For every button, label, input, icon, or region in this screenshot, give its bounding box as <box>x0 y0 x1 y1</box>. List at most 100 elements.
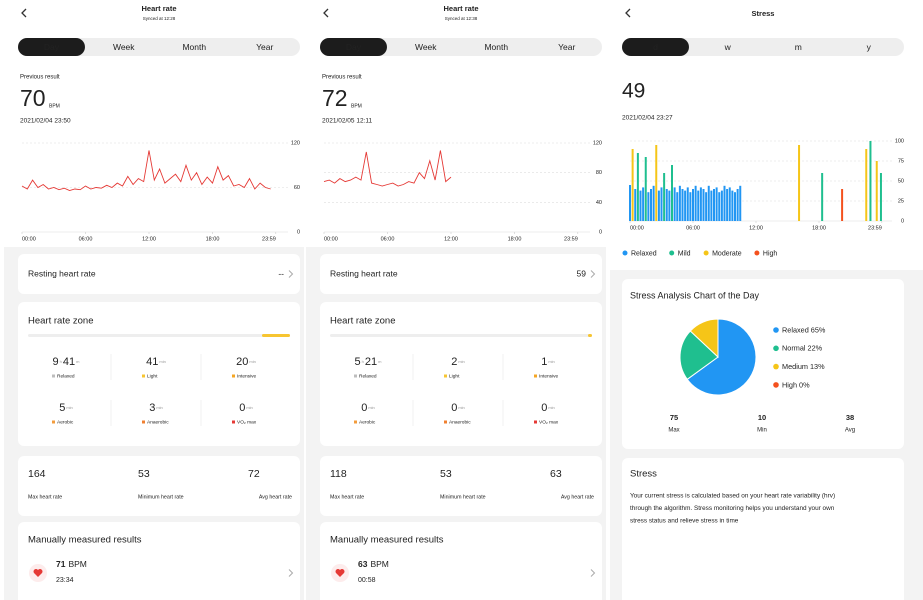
info-text: Your current stress is calculated based … <box>630 493 835 500</box>
back-button[interactable] <box>625 8 631 18</box>
result-label: Previous result <box>322 75 362 81</box>
x-tick-label: 06:00 <box>686 225 700 231</box>
stress-value: 49 <box>622 80 645 103</box>
tab: Day <box>346 42 362 52</box>
timestamp: 2021/02/04 23:50 <box>20 118 71 125</box>
stress-bar <box>678 185 681 221</box>
x-tick-label: 18:00 <box>812 225 826 231</box>
legend-dot <box>703 250 709 256</box>
zone-unit: min <box>548 405 554 410</box>
stress-bar <box>879 173 882 221</box>
zone-value: 1min <box>541 356 555 368</box>
zone-number: 0 <box>451 402 457 414</box>
screen-title: Heart rate <box>443 4 478 13</box>
stat-value: 38 <box>846 413 854 422</box>
manual-number: 63 <box>358 559 368 569</box>
legend-label: Moderate <box>712 250 742 257</box>
x-tick-label: 23:59 <box>564 236 578 242</box>
heart-rate-line <box>21 150 271 191</box>
info-title: Stress <box>630 469 657 480</box>
pie-slice <box>679 330 719 381</box>
stress-bar <box>650 189 652 221</box>
manual-value: 63 BPM <box>358 559 389 569</box>
y-tick-label: 50 <box>898 178 904 184</box>
zone-number: 1 <box>541 356 547 368</box>
back-button[interactable] <box>323 8 329 18</box>
resting-value: 59 <box>577 268 587 278</box>
stat-value: 53 <box>138 468 150 480</box>
zone-number: 41 <box>63 356 75 368</box>
stat-label: Avg heart rate <box>259 494 292 500</box>
stress-bar <box>821 173 824 221</box>
zone-label: Relaxed <box>57 373 75 379</box>
zone-label: Intensive <box>237 373 257 379</box>
stress-bar <box>736 189 739 221</box>
x-tick-label: 00:00 <box>630 225 644 231</box>
zone-label: Aerobic <box>57 419 74 425</box>
chevron <box>288 569 294 577</box>
zone-label: VO₂ max <box>539 419 559 425</box>
pie-legend-label: Medium 13% <box>782 362 825 371</box>
zone-swatch <box>142 374 145 378</box>
zone-number: 0 <box>541 402 547 414</box>
stat-value: 72 <box>248 468 260 480</box>
zone-value: 0min <box>451 402 465 414</box>
card <box>18 254 300 294</box>
manual-time: 00:58 <box>358 577 376 584</box>
timestamp: 2021/02/05 12:11 <box>322 118 373 125</box>
legend-dot <box>773 327 779 333</box>
tab-active <box>622 38 689 56</box>
chevron <box>288 270 294 278</box>
stat-value: 63 <box>550 468 562 480</box>
zone-label: Relaxed <box>359 373 377 379</box>
zone-swatch <box>232 374 235 378</box>
tab-active <box>320 38 387 56</box>
y-tick-label: 60 <box>294 185 300 191</box>
result-value: 70 <box>20 85 46 111</box>
stat-value: 75 <box>670 413 678 422</box>
stat-label: Minimum heart rate <box>138 494 184 500</box>
y-tick-label: 75 <box>898 158 904 164</box>
tab: Day <box>44 42 60 52</box>
tab: Month <box>484 42 508 52</box>
x-tick-label: 12:00 <box>444 236 458 242</box>
timestamp: 2021/02/04 23:27 <box>622 115 673 122</box>
legend-dot <box>669 250 675 256</box>
info-text: through the algorithm. Stress monitoring… <box>630 505 835 512</box>
stat-value: 53 <box>440 468 452 480</box>
stress-bar <box>869 141 872 221</box>
card <box>18 302 300 446</box>
card <box>320 522 602 600</box>
card <box>18 456 300 516</box>
zone-number: 21 <box>365 356 377 368</box>
zone-number: 5 <box>59 402 65 414</box>
stress-bar <box>636 153 639 221</box>
tab: d <box>653 42 658 52</box>
stress-bar <box>723 185 726 221</box>
manual-unit: BPM <box>68 559 86 569</box>
zone-number: 20 <box>236 356 248 368</box>
zone-number: 3 <box>149 402 155 414</box>
zone-label: VO₂ max <box>237 419 257 425</box>
stress-bar <box>644 157 647 221</box>
tab: Month <box>182 42 206 52</box>
zone-label: Anaerobic <box>449 419 471 425</box>
zone-unit: min <box>66 405 72 410</box>
card <box>320 456 602 516</box>
stat-label: Avg <box>845 428 855 434</box>
tab-bar <box>622 38 904 56</box>
zone-label: Light <box>449 373 460 379</box>
tab: Week <box>415 42 437 52</box>
stat-label: Avg heart rate <box>561 494 594 500</box>
zone-unit: min <box>368 405 374 410</box>
manual-value: 71 BPM <box>56 559 87 569</box>
manual-time: 23:34 <box>56 577 74 584</box>
back-button[interactable] <box>21 8 27 18</box>
stress-bar <box>713 189 715 221</box>
stress-bar <box>865 149 868 221</box>
tab-active <box>18 38 85 56</box>
tab: Year <box>558 42 575 52</box>
zone-unit: min <box>458 359 464 364</box>
stress-bar <box>668 190 671 221</box>
